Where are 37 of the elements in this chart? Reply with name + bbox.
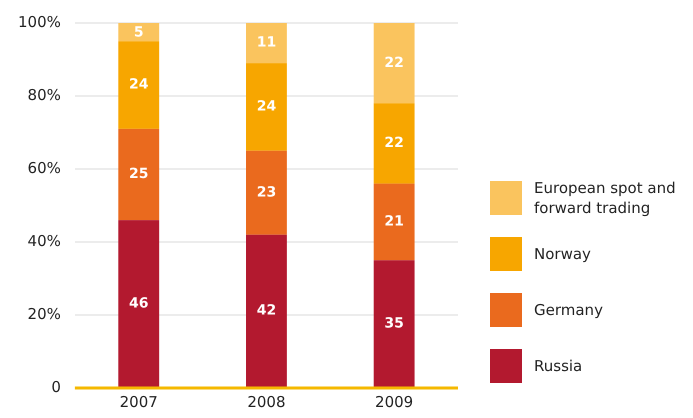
bar xyxy=(374,103,415,184)
data-label: 11 xyxy=(256,34,276,51)
bar xyxy=(374,184,415,260)
data-label: 21 xyxy=(384,214,404,230)
data-label: 24 xyxy=(128,76,149,93)
data-label: 35 xyxy=(384,316,404,332)
y-tick-label: 40% xyxy=(28,232,61,250)
data-label: 25 xyxy=(128,166,148,182)
bar xyxy=(118,128,160,220)
legend-label: Germany xyxy=(534,300,603,320)
bar xyxy=(246,234,287,388)
bar xyxy=(374,260,415,388)
y-tick-label: 0 xyxy=(51,378,61,396)
legend-label: Norway xyxy=(534,244,591,264)
y-tick-label: 100% xyxy=(18,12,61,31)
bar xyxy=(246,63,287,151)
y-tick-label: 80% xyxy=(28,86,61,104)
legend-label: Russia xyxy=(534,356,582,376)
x-tick-label: 2007 xyxy=(120,392,158,411)
bar xyxy=(118,220,160,388)
data-label: 24 xyxy=(256,98,276,115)
data-label: 22 xyxy=(384,135,404,152)
data-label: 42 xyxy=(256,302,276,319)
data-label: 5 xyxy=(134,24,144,41)
y-tick-label: 60% xyxy=(28,158,61,177)
data-label: 46 xyxy=(128,295,148,312)
legend-label: European spot and forward trading xyxy=(534,178,677,218)
x-tick-label: 2008 xyxy=(247,392,286,411)
x-tick-label: 2009 xyxy=(375,392,414,411)
y-tick-label: 20% xyxy=(28,304,61,323)
bar xyxy=(374,23,415,104)
bar xyxy=(118,23,160,42)
bar xyxy=(118,41,160,129)
data-label: 23 xyxy=(256,184,276,200)
bar xyxy=(246,150,287,235)
bar xyxy=(246,23,287,64)
data-label: 22 xyxy=(384,54,404,71)
